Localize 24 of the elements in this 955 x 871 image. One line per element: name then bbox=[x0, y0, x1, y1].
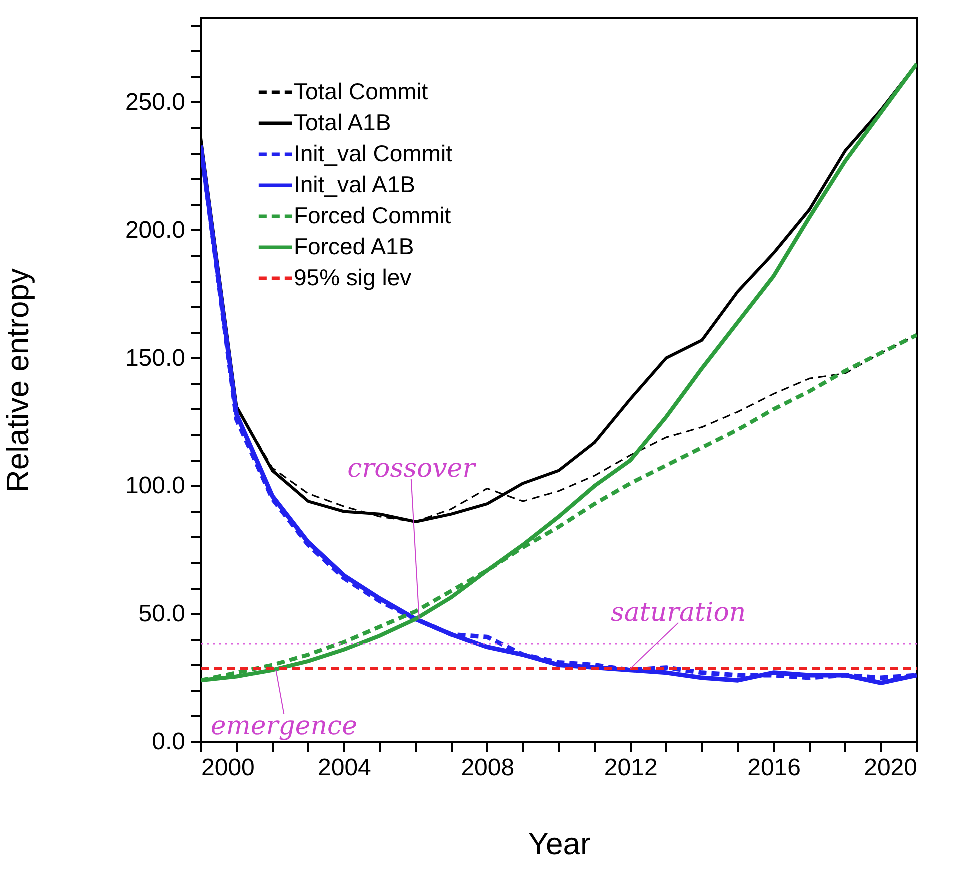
x-axis-title: Year bbox=[528, 826, 591, 862]
legend-label: Total A1B bbox=[294, 110, 392, 136]
annotation: crossover bbox=[348, 454, 477, 484]
x-tick-label: 2008 bbox=[461, 754, 515, 782]
y-tick-label: 250.0 bbox=[125, 88, 186, 116]
legend-label: Init_val Commit bbox=[294, 140, 454, 166]
y-tick-label: 200.0 bbox=[125, 216, 186, 244]
y-tick-label: 0.0 bbox=[152, 728, 186, 756]
y-axis-title: Relative entropy bbox=[0, 268, 36, 493]
x-tick-label: 2004 bbox=[318, 754, 372, 782]
legend-label: Init_val A1B bbox=[294, 172, 416, 198]
legend-label: Forced A1B bbox=[294, 234, 414, 260]
annotation: emergence bbox=[210, 711, 358, 742]
annotation: saturation bbox=[611, 598, 746, 628]
legend-label: Total Commit bbox=[294, 78, 429, 104]
x-tick-label: 2012 bbox=[604, 754, 658, 782]
y-tick-label: 100.0 bbox=[125, 472, 186, 500]
y-tick-label: 150.0 bbox=[125, 344, 186, 372]
x-tick-label: 2016 bbox=[748, 754, 801, 782]
x-tick-label: 2020 bbox=[864, 754, 918, 782]
y-tick-label: 50.0 bbox=[138, 600, 186, 628]
x-tick-label: 2000 bbox=[202, 754, 255, 782]
legend-label: Forced Commit bbox=[294, 202, 452, 228]
legend-label: 95% sig lev bbox=[294, 264, 412, 290]
